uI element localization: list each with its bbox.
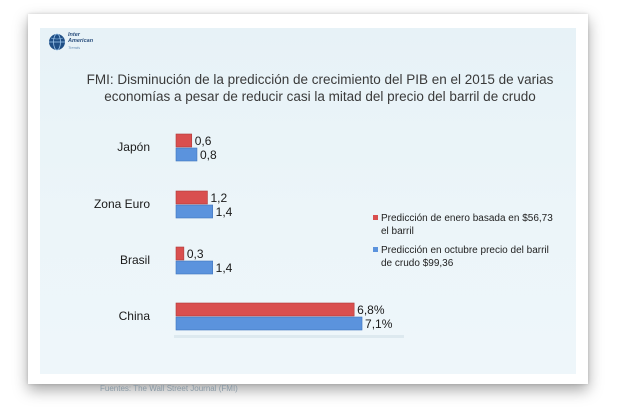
chart-title: FMI: Disminución de la predicción de cre… [86, 72, 554, 104]
value-label-japon-enero: 0,6 [195, 134, 212, 148]
value-label-china-enero: 6,8% [357, 303, 385, 317]
value-label-china-octubre: 7,1% [365, 317, 393, 331]
bar-china-enero [175, 302, 355, 317]
bar-zona-euro-enero [175, 190, 208, 205]
globe-icon [49, 33, 65, 51]
value-label-brasil-enero: 0,3 [187, 247, 204, 261]
chart-slide: Inter American Trends FMI: Disminución d… [40, 28, 576, 393]
source-note: Fuentes: The Wall Street Journal (FMI) [100, 384, 238, 393]
bar-brasil-enero [175, 246, 185, 261]
value-label-japon-octubre: 0,8 [200, 148, 217, 162]
legend-swatch-enero [373, 215, 378, 220]
bar-zona-euro-octubre [175, 204, 213, 219]
bar-china-octubre [175, 316, 363, 331]
bar-japon-octubre [175, 147, 198, 162]
legend-label-enero: Predicción de enero basada en $56,73 el b… [381, 213, 553, 237]
legend-label-octubre: Predicción en octubre precio del barril d… [381, 245, 549, 269]
logo-text-inter: Inter [68, 32, 80, 38]
legend-swatch-octubre [373, 247, 378, 252]
value-label-zona-euro-enero: 1,2 [210, 191, 227, 205]
plot-baseline [174, 335, 404, 338]
category-label-japon: Japón [117, 140, 150, 154]
logo-text-trends: Trends [68, 45, 81, 50]
category-label-brasil: Brasil [120, 253, 150, 267]
slide-frame: Inter American Trends FMI: Disminución d… [28, 14, 588, 393]
bar-japon-enero [175, 133, 193, 148]
bar-brasil-octubre [175, 260, 213, 275]
value-label-brasil-octubre: 1,4 [216, 261, 233, 275]
logo-text-american: American [68, 38, 94, 44]
inter-american-trends-logo: Inter American Trends [48, 30, 106, 56]
category-label-zona-euro: Zona Euro [94, 197, 150, 211]
value-label-zona-euro-octubre: 1,4 [216, 205, 233, 219]
category-label-china: China [119, 309, 151, 323]
